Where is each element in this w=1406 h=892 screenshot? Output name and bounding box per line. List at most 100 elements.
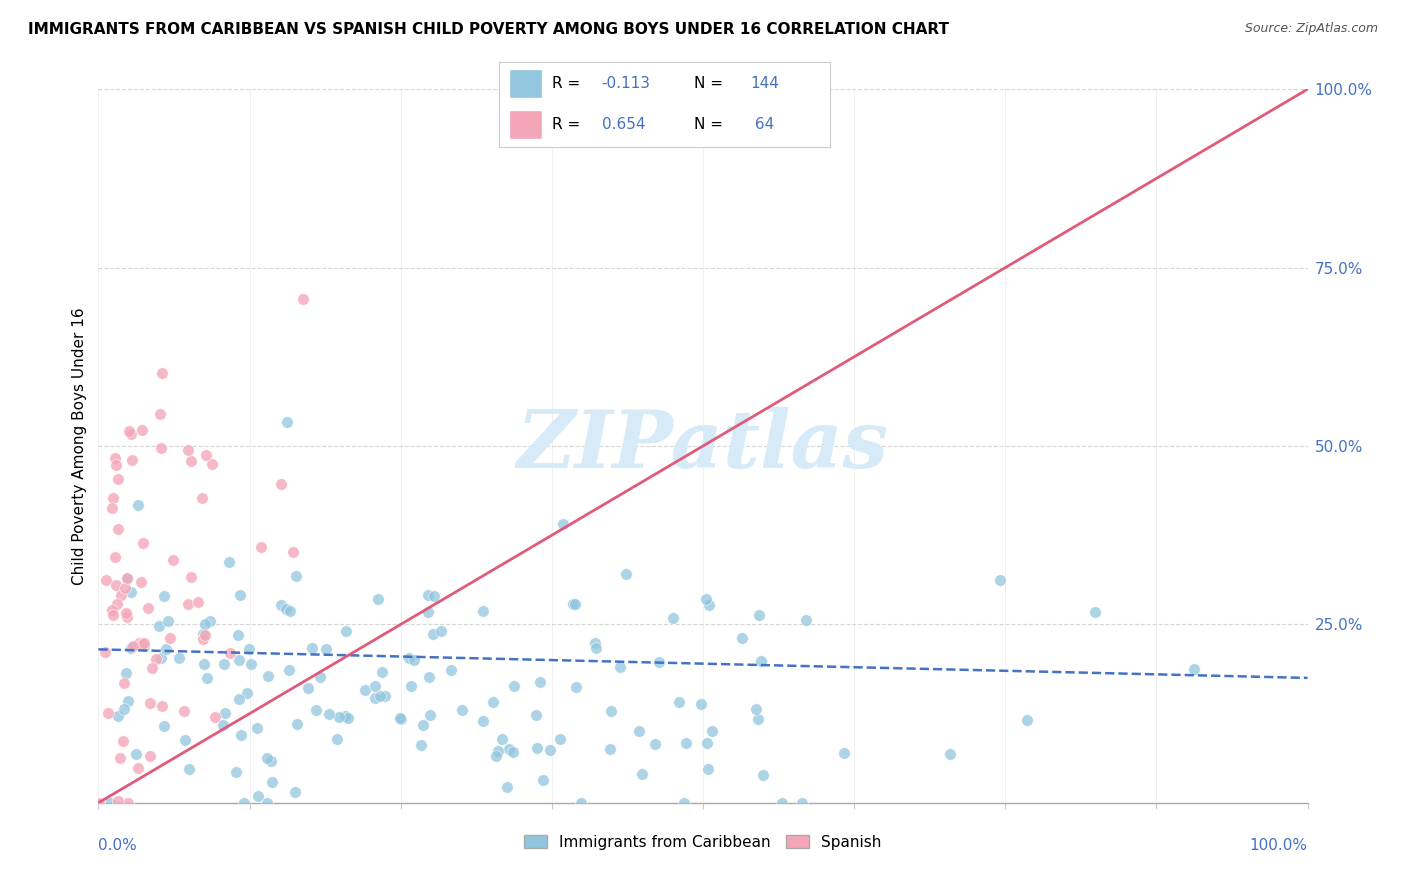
Point (97, 706, 120, 721)
Point (104, 458, 127, 473)
Point (107, 522, 129, 536)
Point (229, 588, 252, 602)
Point (278, 604, 301, 618)
Point (318, 706, 340, 721)
Point (416, 588, 439, 602)
Point (1017, 714, 1039, 728)
Point (614, 567, 637, 582)
Point (131, 424, 153, 438)
Point (328, 710, 350, 724)
Point (564, 597, 586, 611)
Point (120, 427, 142, 442)
Point (179, 762, 201, 776)
Point (301, 641, 323, 656)
FancyBboxPatch shape (509, 70, 543, 98)
Point (103, 608, 125, 623)
Point (214, 706, 236, 720)
Point (120, 641, 142, 656)
Point (156, 614, 179, 628)
Point (644, 737, 666, 751)
Point (104, 577, 127, 591)
Point (195, 448, 218, 462)
Text: -0.113: -0.113 (602, 76, 651, 91)
Point (939, 747, 962, 761)
Point (731, 631, 754, 645)
Text: 144: 144 (751, 76, 779, 91)
Point (696, 763, 718, 777)
Point (101, 603, 124, 617)
Point (695, 592, 717, 607)
Point (440, 663, 463, 677)
Point (132, 535, 155, 549)
Point (145, 652, 167, 666)
Text: 0.0%: 0.0% (98, 838, 138, 854)
Point (628, 723, 651, 738)
Point (239, 657, 262, 671)
Point (212, 717, 235, 731)
Point (491, 731, 513, 746)
Point (751, 768, 773, 782)
Point (180, 569, 202, 583)
Point (204, 709, 226, 723)
Point (551, 517, 574, 532)
Point (260, 755, 283, 769)
Point (187, 594, 209, 608)
Point (412, 718, 434, 732)
Point (118, 424, 141, 438)
Text: 64: 64 (751, 117, 775, 132)
Point (747, 713, 769, 727)
Point (285, 717, 308, 731)
Point (748, 608, 770, 623)
Point (115, 572, 138, 586)
Point (481, 695, 503, 709)
Point (131, 637, 153, 651)
Point (285, 569, 308, 583)
Point (132, 639, 155, 653)
Text: N =: N = (695, 76, 728, 91)
Point (159, 631, 181, 645)
Point (173, 704, 195, 718)
Point (364, 691, 387, 706)
Point (122, 639, 145, 653)
Point (538, 742, 561, 756)
Point (103, 491, 125, 505)
Point (988, 573, 1011, 587)
Point (117, 796, 139, 810)
Point (503, 679, 526, 693)
Point (749, 654, 772, 668)
Point (235, 686, 257, 700)
Point (104, 550, 127, 565)
Point (700, 724, 723, 739)
Point (94, 645, 117, 659)
Point (335, 624, 357, 639)
Point (631, 767, 654, 781)
Point (599, 741, 621, 756)
Point (790, 796, 813, 810)
Point (127, 498, 149, 512)
Point (409, 739, 432, 753)
Point (107, 709, 129, 723)
Point (148, 618, 170, 632)
Point (305, 703, 328, 717)
Point (484, 748, 506, 763)
Point (599, 704, 621, 718)
Point (150, 651, 173, 665)
Point (353, 683, 375, 698)
Point (128, 636, 150, 650)
Point (260, 775, 283, 789)
Point (150, 698, 173, 713)
Legend: Immigrants from Caribbean, Spanish: Immigrants from Caribbean, Spanish (519, 829, 887, 855)
Point (214, 657, 236, 671)
Point (229, 728, 252, 742)
Point (153, 718, 176, 732)
Point (247, 789, 270, 804)
Point (422, 626, 444, 640)
Point (529, 675, 551, 690)
Point (745, 702, 768, 716)
Point (697, 598, 720, 612)
Point (198, 614, 221, 628)
Point (565, 681, 588, 695)
Point (451, 703, 474, 717)
Point (326, 732, 349, 747)
Point (548, 731, 571, 746)
